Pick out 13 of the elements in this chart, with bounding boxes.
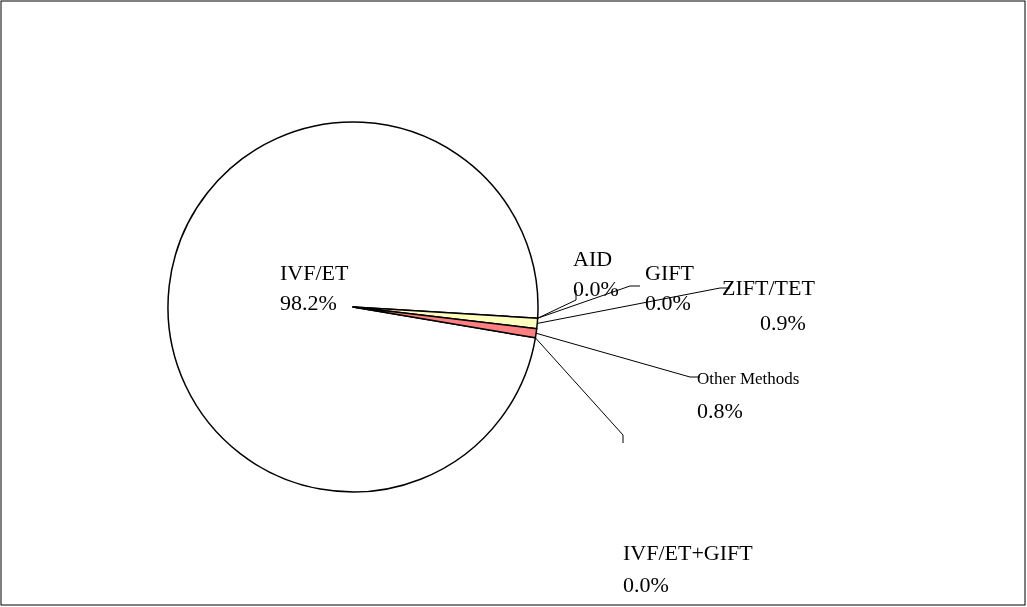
text: 0.0% (623, 572, 669, 597)
category-label: GIFT (645, 260, 694, 285)
slice-label: Other Methods (697, 369, 800, 388)
text: 0.0% (573, 276, 619, 301)
slice-label: IVF/ET (280, 260, 349, 285)
category-label: IVF/ET+GIFT (623, 540, 753, 565)
pie-slice (167, 121, 539, 493)
text: 0.0% (645, 290, 691, 315)
data-label: 0.8% (697, 398, 743, 423)
data-label: 98.2% (280, 290, 337, 315)
data-label: 0.9% (760, 310, 806, 335)
slice-label: ZIFT/TET (722, 275, 816, 300)
category-label: AID (573, 246, 613, 271)
